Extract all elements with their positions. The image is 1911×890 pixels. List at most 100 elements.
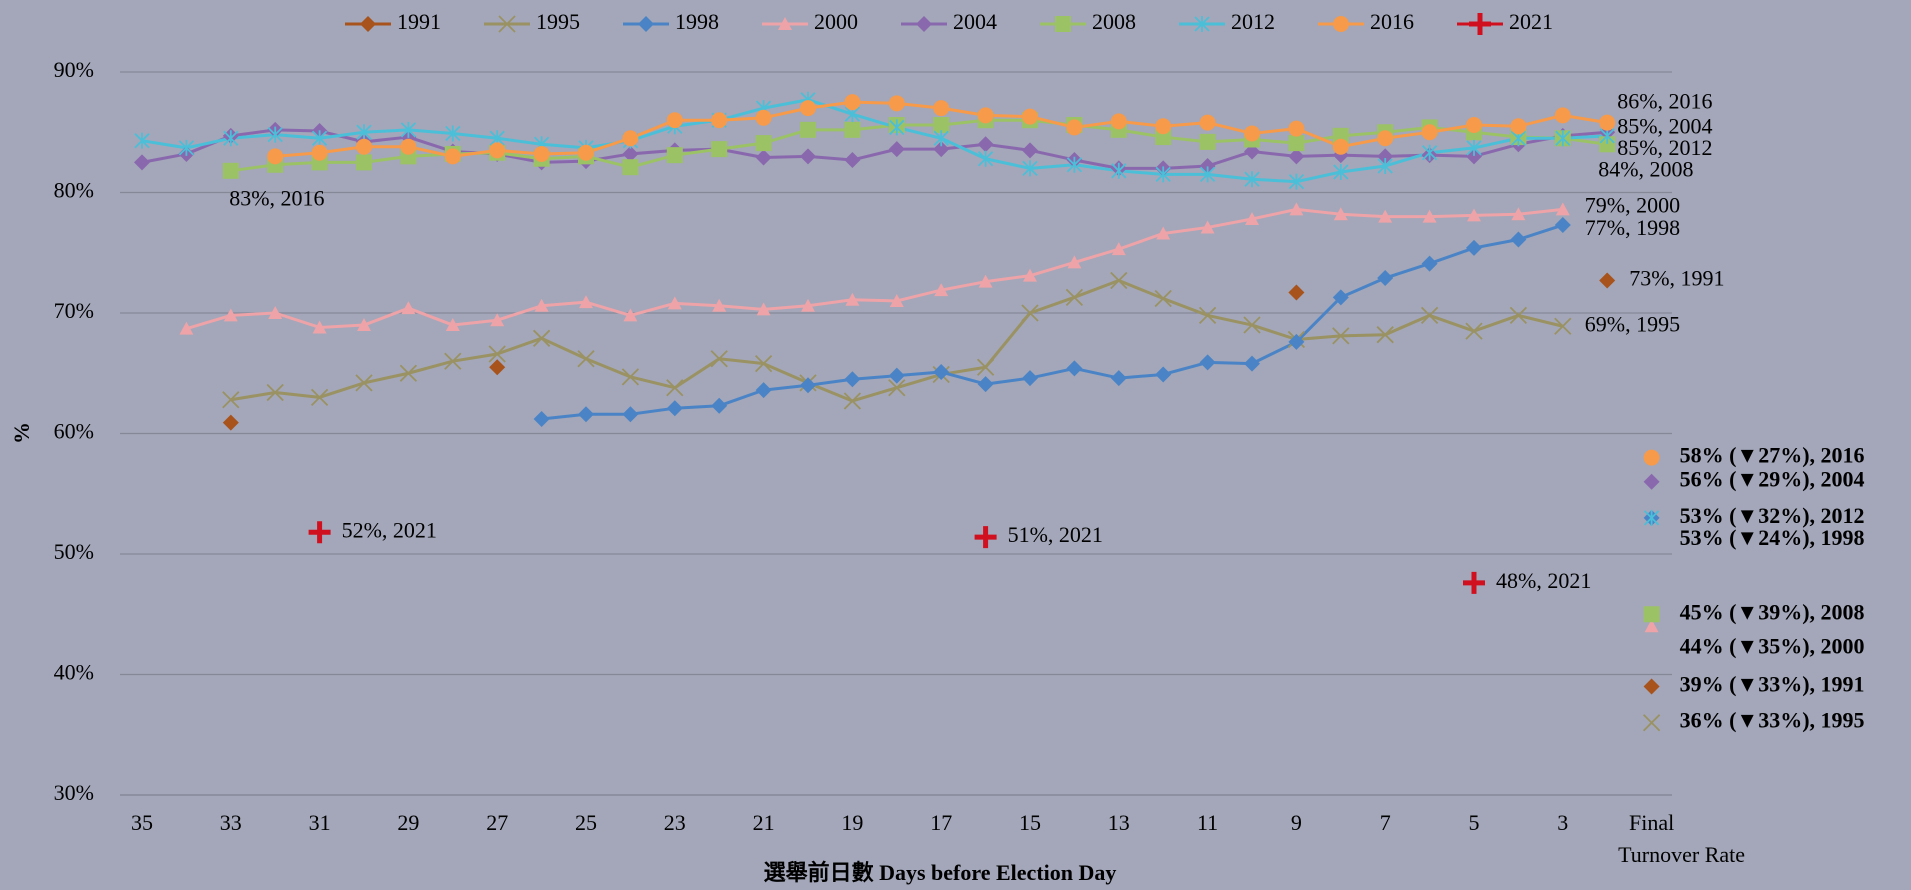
data-point — [534, 298, 549, 312]
data-point — [712, 298, 727, 312]
data-point — [1288, 333, 1305, 350]
data-label: 84%, 2008 — [1598, 156, 1693, 181]
data-point — [889, 119, 905, 136]
data-point — [311, 144, 328, 161]
data-point — [888, 141, 905, 158]
legend-label: 1998 — [675, 9, 719, 34]
data-point — [401, 301, 416, 315]
data-point — [1511, 207, 1526, 221]
y-tick-label: 70% — [54, 298, 94, 323]
data-point — [1022, 160, 1038, 177]
y-tick-label: 40% — [54, 660, 94, 685]
legend-marker — [1194, 16, 1210, 32]
x-tick-label: 9 — [1291, 810, 1302, 835]
x-tick-label: 25 — [575, 810, 597, 835]
data-point — [579, 295, 593, 309]
x-tick-label: Final — [1629, 810, 1674, 835]
data-point — [1199, 114, 1216, 131]
data-point — [622, 406, 639, 423]
data-point — [1110, 370, 1127, 387]
legend-label: 2000 — [814, 9, 858, 34]
data-point — [222, 414, 239, 431]
data-point — [666, 400, 683, 417]
legend-marker — [778, 17, 792, 30]
data-point — [267, 126, 283, 143]
legend-label: 2016 — [1370, 9, 1414, 34]
data-point — [1021, 304, 1039, 322]
final-label: 45% (▼39%), 2008 — [1680, 599, 1865, 624]
data-point — [1154, 289, 1172, 308]
x-tick-label: 35 — [131, 810, 153, 835]
x-tick-label: 29 — [397, 810, 419, 835]
data-point — [1555, 202, 1570, 216]
data-label: 73%, 1991 — [1629, 266, 1724, 291]
data-point — [532, 329, 551, 347]
data-label: 51%, 2021 — [1008, 522, 1103, 547]
data-point — [1067, 255, 1082, 269]
data-point — [622, 159, 639, 176]
data-point — [1332, 327, 1350, 345]
data-point — [623, 308, 638, 322]
data-label: 52%, 2021 — [342, 517, 437, 542]
data-point — [974, 526, 997, 549]
series-line — [141, 128, 1608, 170]
x-tick-label: 27 — [486, 810, 508, 835]
y-tick-label: 30% — [54, 780, 94, 805]
data-point — [1288, 284, 1305, 301]
data-point — [1110, 271, 1128, 290]
data-point — [755, 382, 772, 399]
data-point — [533, 411, 550, 428]
data-point — [223, 308, 238, 322]
data-label: 48%, 2021 — [1496, 568, 1591, 593]
data-point — [134, 154, 150, 171]
final-label: 44% (▼35%), 2000 — [1680, 633, 1865, 658]
legend-marker — [638, 16, 654, 32]
data-point — [754, 354, 773, 373]
data-point — [356, 138, 372, 155]
data-label: 69%, 1995 — [1585, 311, 1680, 336]
final-point — [1643, 678, 1660, 695]
data-point — [800, 100, 816, 117]
data-point — [1555, 130, 1571, 147]
data-point — [445, 318, 460, 332]
data-point — [801, 298, 815, 312]
legend-marker — [360, 16, 376, 32]
data-point — [1422, 209, 1437, 223]
final-label: 53% (▼24%), 1998 — [1680, 525, 1865, 550]
data-point — [1510, 118, 1527, 135]
data-point — [1199, 133, 1216, 150]
data-point — [1200, 220, 1215, 234]
data-point — [1599, 272, 1616, 289]
final-label: 39% (▼33%), 1991 — [1680, 672, 1865, 697]
x-tick-label: 19 — [841, 810, 863, 835]
data-point — [1155, 166, 1171, 183]
data-point — [267, 148, 284, 165]
data-point — [1421, 144, 1438, 161]
data-point — [933, 100, 950, 117]
data-point — [1199, 166, 1216, 183]
data-label: 83%, 2016 — [229, 185, 324, 210]
data-point — [800, 121, 816, 138]
data-point — [933, 364, 950, 381]
data-point — [134, 132, 150, 149]
final-label: 53% (▼32%), 2012 — [1680, 503, 1865, 528]
data-point — [933, 130, 949, 147]
data-point — [355, 374, 373, 392]
data-point — [178, 139, 195, 156]
data-point — [1333, 207, 1348, 221]
data-point — [266, 383, 284, 402]
data-point — [889, 293, 904, 307]
data-point — [800, 377, 816, 394]
final-point — [1643, 606, 1660, 623]
final-point — [1643, 509, 1660, 526]
x-tick-label: 3 — [1557, 810, 1568, 835]
data-point — [933, 141, 950, 158]
x-tick-label: 21 — [753, 810, 775, 835]
data-point — [489, 142, 506, 159]
data-point — [1244, 125, 1260, 142]
data-point — [222, 391, 240, 409]
data-point — [1333, 164, 1349, 181]
data-point — [1244, 171, 1260, 188]
data-point — [1244, 355, 1260, 372]
legend-label: 2008 — [1092, 9, 1136, 34]
